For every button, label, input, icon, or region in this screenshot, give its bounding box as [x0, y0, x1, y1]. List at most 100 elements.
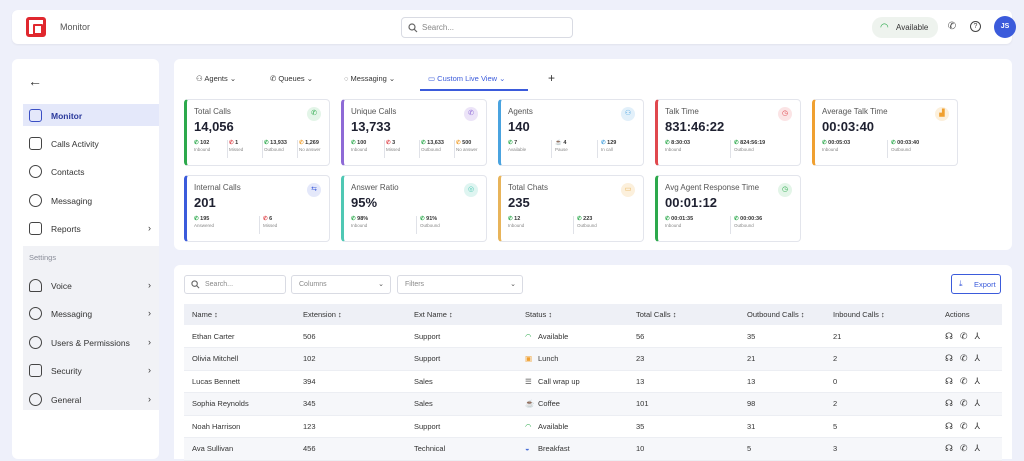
export-button[interactable]: ⤓ Export: [951, 274, 1001, 294]
add-tab-button[interactable]: +: [548, 71, 556, 85]
dashboard-panel: ⚇ Agents ⌄ ✆ Queues ⌄ ◌ Messaging ⌄ ▭ Cu…: [174, 59, 1012, 250]
table-search-input[interactable]: Search...: [184, 275, 286, 294]
sidebar-item-calls-activity[interactable]: Calls Activity: [23, 132, 159, 154]
stat: ✆ 3 Missed: [386, 140, 401, 152]
ratio-icon: ◎: [464, 183, 478, 197]
phone-icon: ✆: [270, 74, 279, 83]
stat: ✆ 8:30:03 Inbound: [665, 140, 691, 152]
download-icon: ⤓: [959, 279, 963, 288]
listen-icon[interactable]: ☊: [945, 353, 953, 364]
stat: ✆ 00:05:03 Inbound: [822, 140, 851, 152]
tab-custom-live-view[interactable]: ▭ Custom Live View ⌄: [420, 69, 528, 91]
stat: ☕ 4 Pause: [555, 140, 568, 152]
barge-icon[interactable]: ⅄: [974, 330, 981, 341]
phone-icon: ✆: [307, 107, 321, 121]
tab-agents[interactable]: ⚇ Agents ⌄: [196, 74, 237, 83]
help-icon[interactable]: ?: [970, 21, 981, 32]
card-average-talk-time: Average Talk Time 00:03:40 ▟ ✆ 00:05:03 I…: [812, 99, 958, 166]
sidebar: ← Monitor Calls Activity Contacts Messag…: [12, 59, 159, 459]
card-unique-calls: Unique Calls 13,733 ✆ ✆ 100 Inbound ✆ 3 Mi…: [341, 99, 487, 166]
phone-icon: ✆: [464, 107, 478, 121]
filters-select[interactable]: Filters ⌄: [397, 275, 523, 294]
chevron-down-icon: ⌄: [388, 74, 396, 83]
agents-table-panel: Search... Columns ⌄ Filters ⌄ ⤓ Export Nam…: [174, 265, 1012, 461]
sidebar-item-general[interactable]: General ›: [23, 388, 159, 410]
barge-icon[interactable]: ⅄: [974, 353, 981, 364]
listen-icon[interactable]: ☊: [945, 420, 953, 431]
card-talk-time: Talk Time 831:46:22 ◷ ✆ 8:30:03 Inbound ✆…: [655, 99, 801, 166]
whisper-icon[interactable]: ✆: [960, 398, 968, 409]
listen-icon[interactable]: ☊: [945, 443, 953, 454]
chat-icon: ▭: [621, 183, 635, 197]
sidebar-item-settings-messaging[interactable]: Messaging ›: [23, 302, 159, 324]
listen-icon[interactable]: ☊: [945, 330, 953, 341]
contacts-icon: [29, 165, 42, 178]
sidebar-item-contacts[interactable]: Contacts: [23, 160, 159, 182]
stat: ✆ 1 Missed: [229, 140, 244, 152]
table-row[interactable]: Olivia Mitchell 102 Support ▣ Lunch 23 21 2 ☊…: [184, 347, 1002, 371]
listen-icon[interactable]: ☊: [945, 398, 953, 409]
barge-icon[interactable]: ⅄: [974, 443, 981, 454]
sidebar-item-users-permissions[interactable]: Users & Permissions ›: [23, 331, 159, 353]
tab-queues[interactable]: ✆ Queues ⌄: [270, 74, 314, 83]
phone-icon[interactable]: ✆: [947, 21, 957, 32]
column-header-inbound-calls[interactable]: Inbound Calls ↕: [825, 304, 937, 325]
chevron-down-icon: ⌄: [229, 74, 237, 83]
tab-messaging[interactable]: ◌ Messaging ⌄: [344, 74, 396, 83]
brand-logo[interactable]: [26, 17, 46, 37]
card-total-calls: Total Calls 14,056 ✆ ✆ 102 Inbound ✆ 1 Mis…: [184, 99, 330, 166]
barge-icon[interactable]: ⅄: [974, 398, 981, 409]
card-answer-ratio: Answer Ratio 95% ◎ ✆ 98% Inbound ✆ 91% Out…: [341, 175, 487, 242]
wifi-icon: ◠: [525, 331, 532, 341]
column-header-total-calls[interactable]: Total Calls ↕: [628, 304, 739, 325]
table-row[interactable]: Noah Harrison 123 Support ◠ Available 35 31 5…: [184, 415, 1002, 438]
sidebar-item-messaging[interactable]: Messaging: [23, 189, 159, 211]
column-header-ext-name[interactable]: Ext Name ↕: [406, 304, 517, 325]
sidebar-item-reports[interactable]: Reports ›: [23, 217, 159, 239]
card-avg-agent-response-time: Avg Agent Response Time 00:01:12 ◷ ✆ 00:…: [655, 175, 801, 242]
column-header-status[interactable]: Status ↕: [517, 304, 628, 325]
sidebar-item-monitor[interactable]: Monitor: [23, 104, 159, 126]
gear-icon: [29, 393, 42, 406]
chevron-down-icon: ⌄: [499, 74, 506, 83]
search-input[interactable]: Search...: [401, 17, 573, 38]
stat: ✆ 00:01:35 Inbound: [665, 216, 694, 228]
barge-icon[interactable]: ⅄: [974, 420, 981, 431]
users-icon: ⚇: [196, 74, 205, 83]
whisper-icon[interactable]: ✆: [960, 375, 968, 386]
column-header-extension[interactable]: Extension ↕: [295, 304, 406, 325]
stat: ✆ 500 No answer: [456, 140, 478, 152]
stat: ✆ 91% Outbound: [420, 216, 440, 228]
sidebar-item-voice[interactable]: Voice ›: [23, 274, 159, 296]
whisper-icon[interactable]: ✆: [960, 443, 968, 454]
chat-icon: [29, 307, 42, 320]
table-row[interactable]: Ethan Carter 506 Support ◠ Available 56 35 21…: [184, 325, 1002, 348]
reports-icon: [29, 222, 42, 235]
sidebar-item-security[interactable]: Security ›: [23, 359, 159, 381]
whisper-icon[interactable]: ✆: [960, 353, 968, 364]
column-header-outbound-calls[interactable]: Outbound Calls ↕: [739, 304, 825, 325]
chat-icon: ◌: [344, 74, 351, 83]
barge-icon[interactable]: ⅄: [974, 375, 981, 386]
stat: ✆ 1,269 No answer: [299, 140, 321, 152]
status-toggle[interactable]: ◠ Available: [872, 17, 938, 38]
headset-icon: [29, 279, 42, 292]
wifi-icon: ◠: [880, 22, 889, 33]
whisper-icon[interactable]: ✆: [960, 420, 968, 431]
app-title: Monitor: [60, 22, 91, 32]
users-icon: [29, 336, 42, 349]
settings-heading: Settings: [29, 253, 57, 262]
avatar[interactable]: JS: [994, 16, 1016, 38]
listen-icon[interactable]: ☊: [945, 375, 953, 386]
table-row[interactable]: Ava Sullivan 456 Technical ◒ Breakfast 10 5 3…: [184, 437, 1002, 461]
whisper-icon[interactable]: ✆: [960, 330, 968, 341]
table-row[interactable]: Sophia Reynolds 345 Sales ☕ Coffee 101 98 2 ☊…: [184, 392, 1002, 416]
back-arrow-icon[interactable]: ←: [28, 73, 42, 89]
card-total-chats: Total Chats 235 ▭ ✆ 12 Inbound ✆ 223 Outbo…: [498, 175, 644, 242]
table-row[interactable]: Lucas Bennett 394 Sales ☰ Call wrap up 13 13…: [184, 370, 1002, 393]
column-header-name[interactable]: Name ↕: [184, 304, 295, 325]
columns-select[interactable]: Columns ⌄: [291, 275, 391, 294]
stat: ✆ 102 Inbound: [194, 140, 211, 152]
breakfast-icon: ◒: [525, 444, 530, 454]
search-icon: [408, 23, 418, 33]
